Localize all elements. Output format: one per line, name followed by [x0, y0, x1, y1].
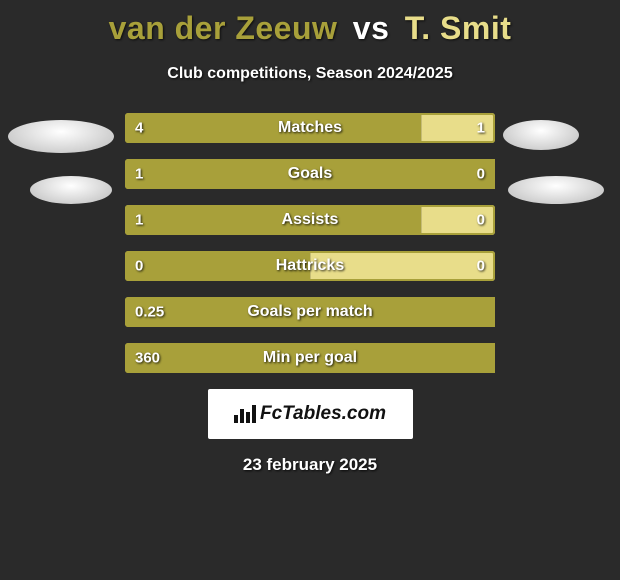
decorative-ellipse: [30, 176, 112, 204]
decorative-ellipse: [503, 120, 579, 150]
vs-text: vs: [353, 10, 390, 46]
stat-bar-right: [421, 113, 495, 143]
comparison-title: van der Zeeuw vs T. Smit: [0, 0, 620, 47]
stat-row: 41Matches: [125, 113, 495, 143]
stat-bar-left: [125, 251, 310, 281]
subtitle: Club competitions, Season 2024/2025: [0, 65, 620, 83]
stat-bar-left: [125, 343, 495, 373]
stat-bar-right: [421, 205, 495, 235]
bars-chart-icon: [234, 405, 256, 423]
stat-row: 10Assists: [125, 205, 495, 235]
logo-box: FcTables.com: [208, 389, 413, 439]
stat-bar-left: [125, 113, 421, 143]
decorative-ellipse: [508, 176, 604, 204]
stat-bar-right: [310, 251, 495, 281]
date-text: 23 february 2025: [0, 455, 620, 475]
stat-bar-left: [125, 205, 421, 235]
stat-bar-divider: [310, 251, 311, 281]
stat-bar-divider: [421, 113, 422, 143]
stats-area: 41Matches 10Goals 10Assists 00Hattricks 0.25…: [0, 113, 620, 373]
stat-row: 360Min per goal: [125, 343, 495, 373]
logo: FcTables.com: [234, 403, 386, 425]
stat-bar-divider: [421, 205, 422, 235]
stat-row: 0.25Goals per match: [125, 297, 495, 327]
stat-bar-left: [125, 159, 495, 189]
stat-row: 10Goals: [125, 159, 495, 189]
player1-name: van der Zeeuw: [109, 10, 338, 46]
stat-bar-left: [125, 297, 495, 327]
stat-row: 00Hattricks: [125, 251, 495, 281]
player2-name: T. Smit: [405, 10, 512, 46]
decorative-ellipse: [8, 120, 114, 153]
logo-text: FcTables.com: [260, 403, 386, 425]
